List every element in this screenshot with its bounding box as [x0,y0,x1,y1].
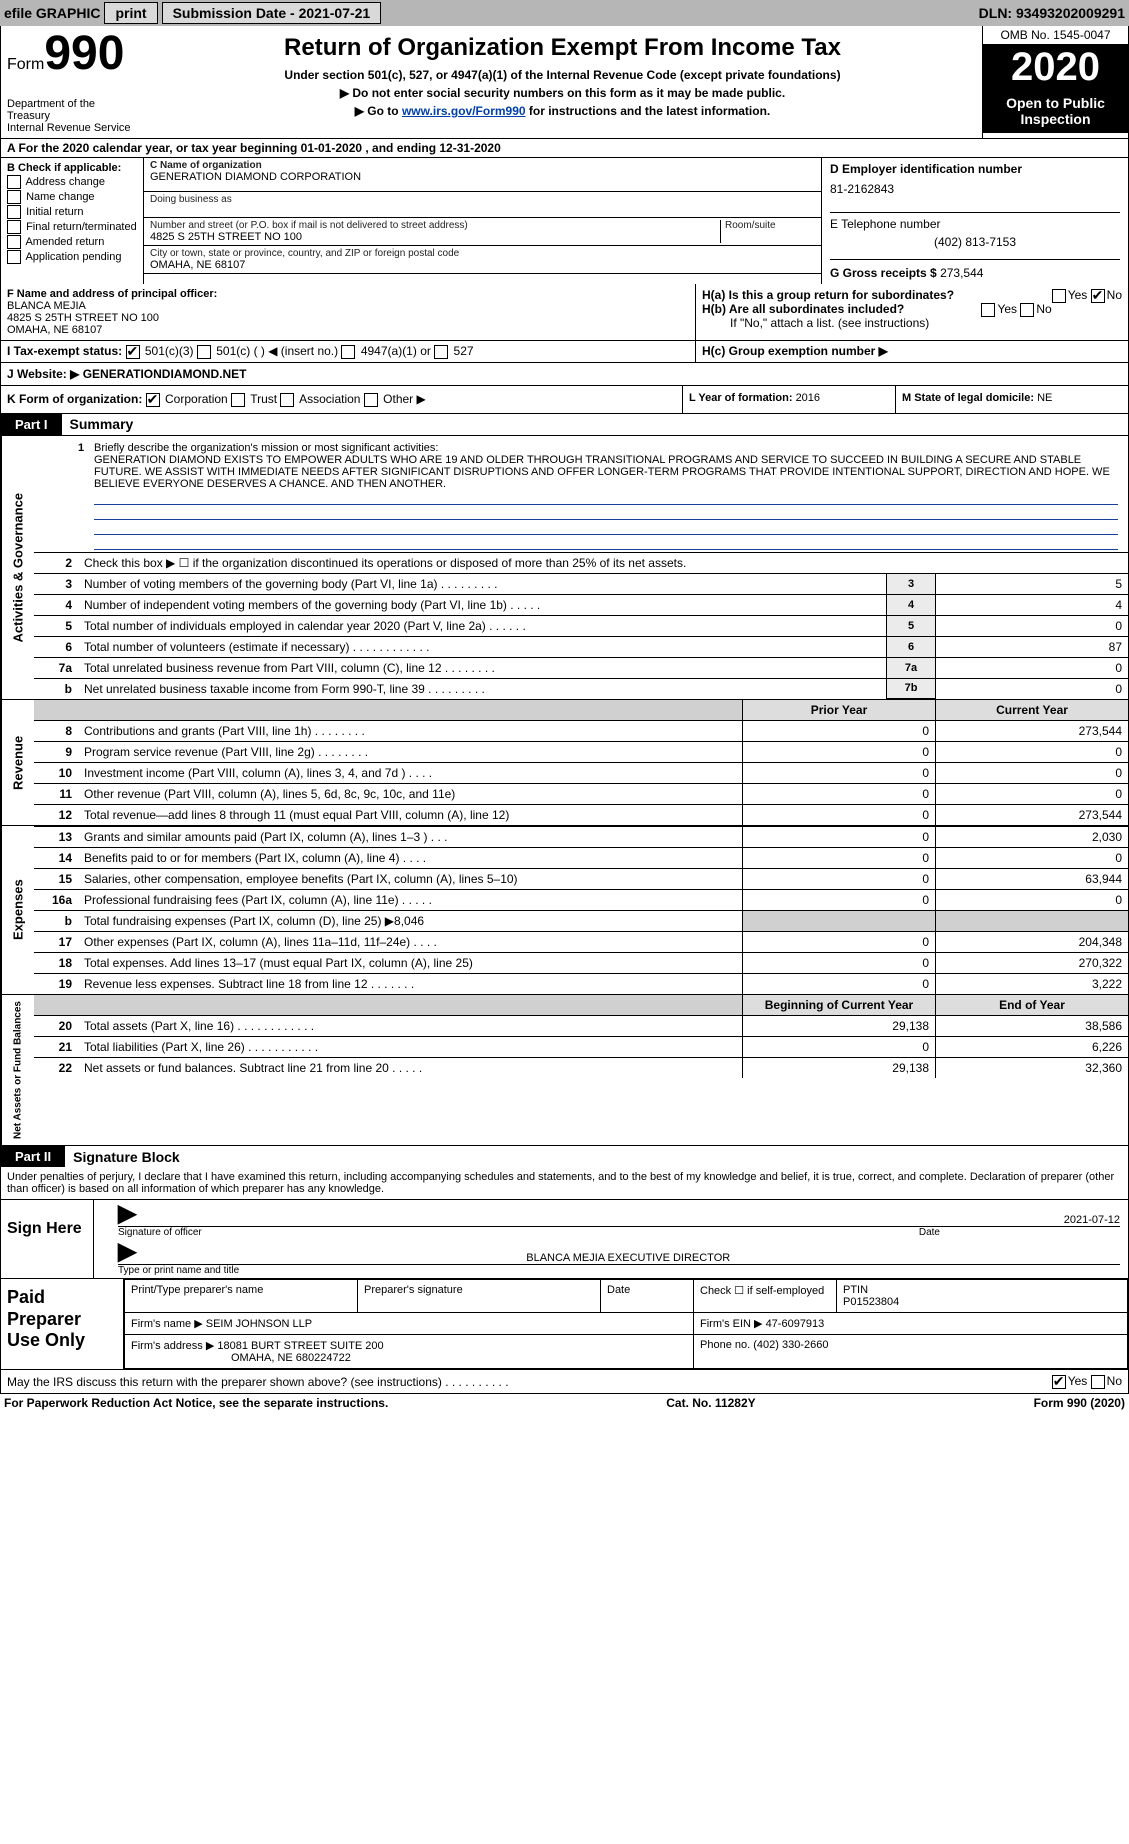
self-employed-label: Check ☐ if self-employed [694,1280,837,1313]
form-word: Form [7,56,44,73]
part-i-tag: Part I [1,414,62,435]
org-name-box: C Name of organization GENERATION DIAMON… [144,158,821,192]
cb-amended-return[interactable]: Amended return [7,235,137,249]
firm-name-cell: Firm's name ▶ SEIM JOHNSON LLP [125,1313,694,1335]
form-number: 990 [44,27,124,80]
cb-discuss-no[interactable] [1091,1375,1105,1389]
row-a-tax-year: A For the 2020 calendar year, or tax yea… [0,139,1129,158]
signature-date: 2021-07-12 [1064,1214,1120,1226]
subtitle-1: Under section 501(c), 527, or 4947(a)(1)… [151,68,974,82]
side-expenses: Expenses [1,826,34,994]
ein-value: 81-2162843 [830,182,1120,196]
paid-preparer-label: Paid Preparer Use Only [1,1279,124,1369]
part-i-title: Summary [62,416,134,432]
dln-label: DLN: 93493202009291 [979,5,1125,21]
firm-ein-cell: Firm's EIN ▶ 47-6097913 [694,1313,1128,1335]
paid-preparer-block: Paid Preparer Use Only Print/Type prepar… [0,1279,1129,1370]
section-b-checkboxes: B Check if applicable: Address change Na… [1,158,144,284]
cb-501c3[interactable] [126,345,140,359]
top-bar: efile GRAPHIC print Submission Date - 20… [0,0,1129,26]
print-button[interactable]: print [104,2,157,24]
cb-application-pending[interactable]: Application pending [7,250,137,264]
org-name: GENERATION DIAMOND CORPORATION [150,171,815,183]
phone-box: E Telephone number (402) 813-7153 [830,212,1120,249]
cb-corporation[interactable] [146,393,160,407]
cb-other[interactable] [364,393,378,407]
ptin-cell: PTINP01523804 [837,1280,1128,1313]
year-of-formation: L Year of formation: 2016 [682,386,895,413]
subtitle-2: ▶ Do not enter social security numbers o… [151,86,974,100]
side-revenue: Revenue [1,700,34,825]
prep-sig-label: Preparer's signature [358,1280,601,1313]
firm-address-cell: Firm's address ▶ 18081 BURT STREET SUITE… [125,1335,694,1369]
website-row: J Website: ▶ GENERATIONDIAMOND.NET [1,363,1128,385]
room-suite-label: Room/suite [725,220,815,231]
ein-box: D Employer identification number 81-2162… [830,162,1120,196]
b-label: B Check if applicable: [7,162,137,174]
prior-year-header: Prior Year [743,700,936,721]
mission-text: GENERATION DIAMOND EXISTS TO EMPOWER ADU… [94,454,1110,490]
cb-name-change[interactable]: Name change [7,190,137,204]
sign-here-block: Sign Here ▶2021-07-12 Signature of offic… [0,1199,1129,1279]
efile-label: efile GRAPHIC [4,5,100,21]
section-h: H(a) Is this a group return for subordin… [696,284,1128,340]
side-activities-governance: Activities & Governance [1,436,34,700]
page-footer: For Paperwork Reduction Act Notice, see … [0,1394,1129,1412]
expense-lines: 13Grants and similar amounts paid (Part … [34,826,1128,994]
cb-final-return[interactable]: Final return/terminated [7,220,137,234]
form-990-page: efile GRAPHIC print Submission Date - 20… [0,0,1129,1412]
form-header: Form990 Department of the Treasury Inter… [0,26,1129,139]
sign-here-label: Sign Here [1,1200,94,1278]
revenue-lines: Prior Year Current Year 8Contributions a… [34,700,1128,825]
street-address: 4825 S 25TH STREET NO 100 [150,231,720,243]
side-net-assets: Net Assets or Fund Balances [1,995,34,1145]
beginning-year-header: Beginning of Current Year [743,995,936,1016]
omb-number: OMB No. 1545-0047 [983,26,1128,45]
cb-address-change[interactable]: Address change [7,175,137,189]
mission-block: 1 Briefly describe the organization's mi… [34,436,1128,552]
hc-group-exemption: H(c) Group exemption number ▶ [696,341,1128,362]
cb-trust[interactable] [231,393,245,407]
website-url: GENERATIONDIAMOND.NET [79,367,246,381]
address-box: Number and street (or P.O. box if mail i… [144,218,821,246]
gross-receipts: G Gross receipts $ 273,544 [830,259,1120,280]
officer-name: BLANCA MEJIA EXECUTIVE DIRECTOR [526,1252,730,1264]
firm-phone-cell: Phone no. (402) 330-2660 [694,1335,1128,1369]
form-of-organization: K Form of organization: Corporation Trus… [1,386,682,413]
prep-name-label: Print/Type preparer's name [125,1280,358,1313]
signature-declaration: Under penalties of perjury, I declare th… [0,1167,1129,1199]
irs-link[interactable]: www.irs.gov/Form990 [402,104,526,118]
form-title: Return of Organization Exempt From Incom… [151,34,974,62]
cb-4947[interactable] [341,345,355,359]
sig-officer-label: Signature of officer [118,1227,202,1238]
state-of-domicile: M State of legal domicile: NE [895,386,1128,413]
discuss-row: May the IRS discuss this return with the… [0,1370,1129,1394]
tax-year: 2020 [983,45,1128,89]
cb-501c[interactable] [197,345,211,359]
prep-date-label: Date [601,1280,694,1313]
open-to-public: Open to Public Inspection [983,89,1128,133]
phone-value: (402) 813-7153 [830,235,1120,249]
current-year-header: Current Year [936,700,1129,721]
cb-association[interactable] [280,393,294,407]
governance-lines: 2Check this box ▶ ☐ if the organization … [34,552,1128,700]
city-state-zip: OMAHA, NE 68107 [150,259,815,271]
tax-exempt-status: I Tax-exempt status: 501(c)(3) 501(c) ( … [1,341,696,362]
city-box: City or town, state or province, country… [144,246,821,274]
print-name-label: Type or print name and title [118,1265,1120,1276]
principal-officer-box: F Name and address of principal officer:… [1,284,696,340]
part-ii-tag: Part II [1,1146,65,1167]
submission-date-box: Submission Date - 2021-07-21 [162,2,382,24]
end-year-header: End of Year [936,995,1129,1016]
dept-label: Department of the Treasury Internal Reve… [7,98,137,134]
subtitle-3: ▶ Go to www.irs.gov/Form990 for instruct… [151,104,974,118]
dba-box: Doing business as [144,192,821,218]
part-ii-title: Signature Block [65,1149,180,1165]
cb-discuss-yes[interactable] [1052,1375,1066,1389]
net-assets-lines: Beginning of Current Year End of Year 20… [34,995,1128,1078]
cb-527[interactable] [434,345,448,359]
cb-initial-return[interactable]: Initial return [7,205,137,219]
